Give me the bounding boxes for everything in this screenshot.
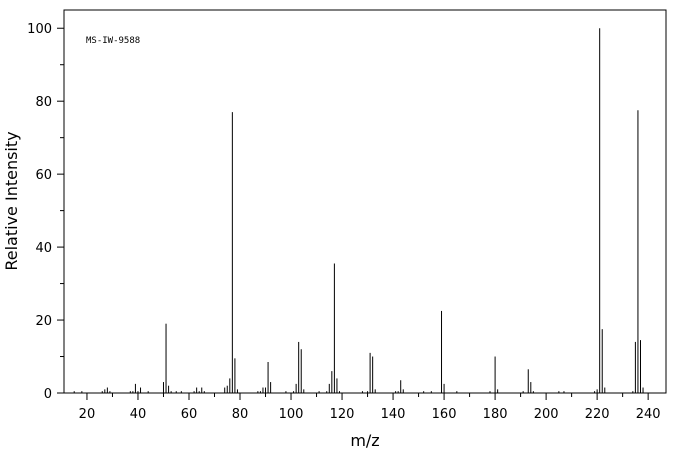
y-axis-label: Relative Intensity — [2, 131, 21, 270]
annotation: MS-IW-9588 — [86, 36, 140, 46]
x-tick-label: 180 — [483, 407, 508, 422]
x-axis-label: m/z — [350, 431, 379, 450]
y-tick-label: 60 — [35, 168, 52, 183]
y-tick-label: 20 — [35, 314, 52, 329]
plot-frame — [63, 9, 667, 394]
y-tick-label: 0 — [44, 387, 52, 402]
x-tick-label: 100 — [279, 407, 304, 422]
x-tick-label: 220 — [585, 407, 610, 422]
x-tick-label: 160 — [432, 407, 457, 422]
x-tick-label: 140 — [381, 407, 406, 422]
y-tick-label: 100 — [27, 22, 52, 37]
x-tick-label: 40 — [130, 407, 147, 422]
x-tick-label: 60 — [181, 407, 198, 422]
x-tick-label: 240 — [636, 407, 661, 422]
x-tick-label: 200 — [534, 407, 559, 422]
y-tick-label: 40 — [35, 241, 52, 256]
x-tick-label: 120 — [330, 407, 355, 422]
x-tick-label: 80 — [232, 407, 249, 422]
x-tick-label: 20 — [79, 407, 96, 422]
y-tick-label: 80 — [35, 95, 52, 110]
